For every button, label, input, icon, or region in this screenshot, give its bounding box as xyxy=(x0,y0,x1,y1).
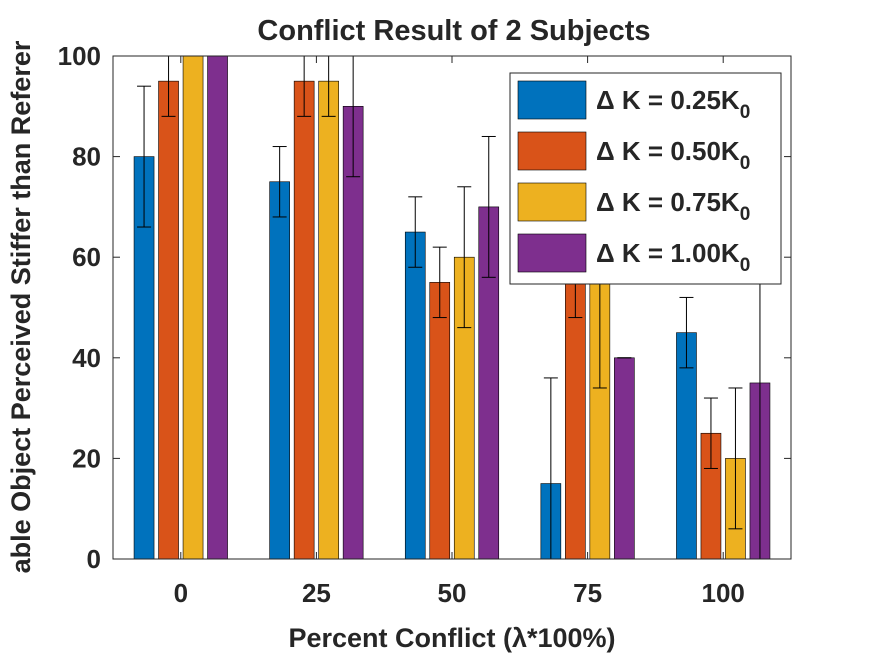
x-tick-label: 75 xyxy=(573,578,602,608)
y-tick-label: 100 xyxy=(58,41,101,71)
y-tick-label: 60 xyxy=(72,242,101,272)
legend-entry: Δ K = 0.50K0 xyxy=(517,131,750,174)
bar xyxy=(182,55,204,560)
legend-label: Δ K = 0.50K0 xyxy=(596,136,750,174)
ticks-layer xyxy=(113,55,791,560)
bar xyxy=(158,80,179,560)
legend-swatch xyxy=(517,80,587,120)
legend-entry: Δ K = 0.25K0 xyxy=(517,80,750,123)
bar xyxy=(404,231,426,560)
y-tick-label: 20 xyxy=(72,443,101,473)
error-bar xyxy=(137,85,152,228)
legend-label: Δ K = 1.00K0 xyxy=(596,238,750,276)
y-tick-label: 0 xyxy=(87,544,101,574)
chart-title: Conflict Result of 2 Subjects xyxy=(257,15,650,47)
error-bar xyxy=(272,146,287,218)
legend-label: Δ K = 0.25K0 xyxy=(596,85,750,123)
y-tick-labels: 0 20 40 60 80 100 xyxy=(58,41,101,574)
bar xyxy=(269,181,290,560)
error-bar xyxy=(703,397,718,469)
legend-label: Δ K = 0.75K0 xyxy=(596,187,750,225)
error-bar xyxy=(679,296,694,369)
y-tick-label: 80 xyxy=(72,142,101,172)
legend-entry: Δ K = 0.75K0 xyxy=(517,182,750,225)
error-bar xyxy=(457,186,472,329)
x-axis-label: Percent Conflict (λ*100%) xyxy=(288,623,615,653)
legend-swatch xyxy=(517,182,587,222)
legend: Δ K = 0.25K0 Δ K = 0.50K0 Δ K = 0.75K0 Δ K … xyxy=(509,72,782,285)
legend-entry: Δ K = 1.00K0 xyxy=(517,233,750,276)
bar xyxy=(293,80,315,560)
x-tick-label: 50 xyxy=(438,578,467,608)
legend-swatch xyxy=(517,131,587,171)
y-tick-label: 40 xyxy=(72,343,101,373)
y-axis-label: able Object Perceived Stiffer than Refer… xyxy=(6,40,36,573)
error-bar xyxy=(481,135,496,278)
x-tick-label: 0 xyxy=(174,578,188,608)
bar xyxy=(207,55,228,560)
error-bar xyxy=(432,246,447,319)
error-bar xyxy=(408,196,423,268)
legend-swatch xyxy=(517,233,587,273)
error-bar xyxy=(728,387,743,530)
bar xyxy=(614,357,635,560)
bar xyxy=(429,282,451,560)
x-tick-label: 100 xyxy=(702,578,745,608)
x-tick-labels: 0 25 50 75 100 xyxy=(174,578,745,608)
bar xyxy=(565,282,586,560)
bar xyxy=(318,80,339,560)
x-tick-label: 25 xyxy=(302,578,331,608)
